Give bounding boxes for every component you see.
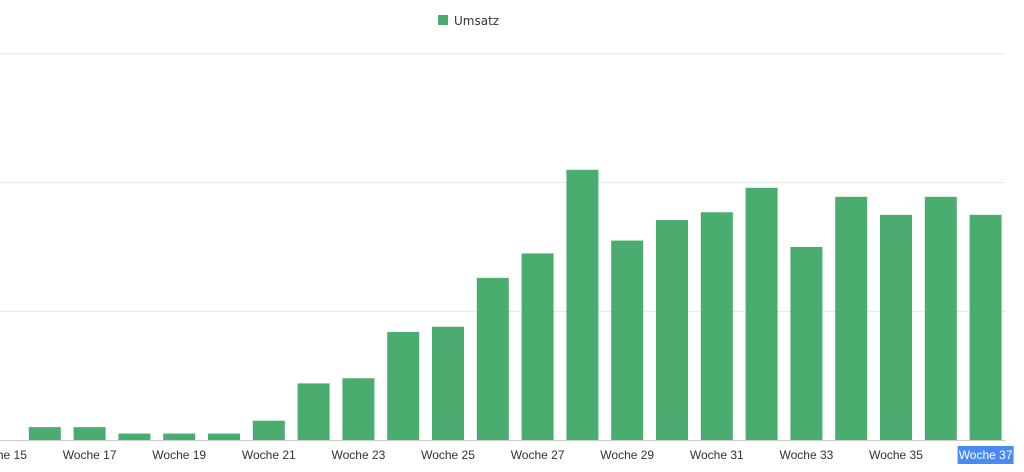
bar-woche-27[interactable] (521, 253, 554, 440)
bar-woche-34[interactable] (835, 196, 868, 440)
bar-woche-35[interactable] (880, 214, 912, 440)
bar-woche-24[interactable] (387, 331, 420, 440)
bar-woche-20[interactable] (208, 433, 240, 440)
bar-woche-26[interactable] (476, 277, 509, 440)
bar-woche-17[interactable] (73, 427, 106, 440)
bar-woche-36[interactable] (924, 196, 957, 440)
tick-label-woche-15: Woche 15 (0, 448, 27, 462)
tick-label-woche-19: Woche 19 (152, 448, 206, 462)
tick-label-woche-37: Woche 37 (959, 448, 1013, 462)
tick-highlight-woche-37 (957, 446, 1014, 464)
tick-label-woche-25: Woche 25 (421, 448, 475, 462)
bar-woche-37[interactable] (969, 214, 1002, 440)
tick-label-woche-35: Woche 35 (869, 448, 923, 462)
bar-woche-29[interactable] (611, 240, 644, 440)
tick-label-woche-33: Woche 33 (779, 448, 833, 462)
bar-woche-16[interactable] (28, 427, 61, 440)
bar-woche-25[interactable] (432, 326, 464, 440)
bar-woche-22[interactable] (297, 383, 330, 440)
bar-woche-28[interactable] (566, 169, 599, 441)
bar-woche-18[interactable] (118, 433, 151, 440)
bar-woche-23[interactable] (342, 378, 375, 440)
tick-label-woche-17: Woche 17 (63, 448, 117, 462)
bar-woche-31[interactable] (700, 212, 733, 440)
bar-woche-21[interactable] (252, 420, 285, 440)
x-tick-labels: Woche 15 Woche 17 Woche 19 Woche 21 Woche 23… (0, 446, 1014, 464)
bar-woche-32[interactable] (745, 187, 778, 440)
bars (28, 169, 1002, 441)
tick-label-woche-29: Woche 29 (600, 448, 654, 462)
tick-label-woche-31: Woche 31 (690, 448, 744, 462)
tick-label-woche-23: Woche 23 (331, 448, 385, 462)
bar-woche-30[interactable] (656, 219, 688, 440)
legend[interactable]: Umsatz (438, 14, 499, 28)
tick-label-woche-27: Woche 27 (511, 448, 565, 462)
legend-label-umsatz: Umsatz (454, 14, 499, 28)
bar-woche-19[interactable] (163, 433, 196, 440)
tick-label-woche-21: Woche 21 (242, 448, 296, 462)
legend-swatch-umsatz (438, 15, 448, 25)
bar-woche-33[interactable] (790, 247, 823, 440)
